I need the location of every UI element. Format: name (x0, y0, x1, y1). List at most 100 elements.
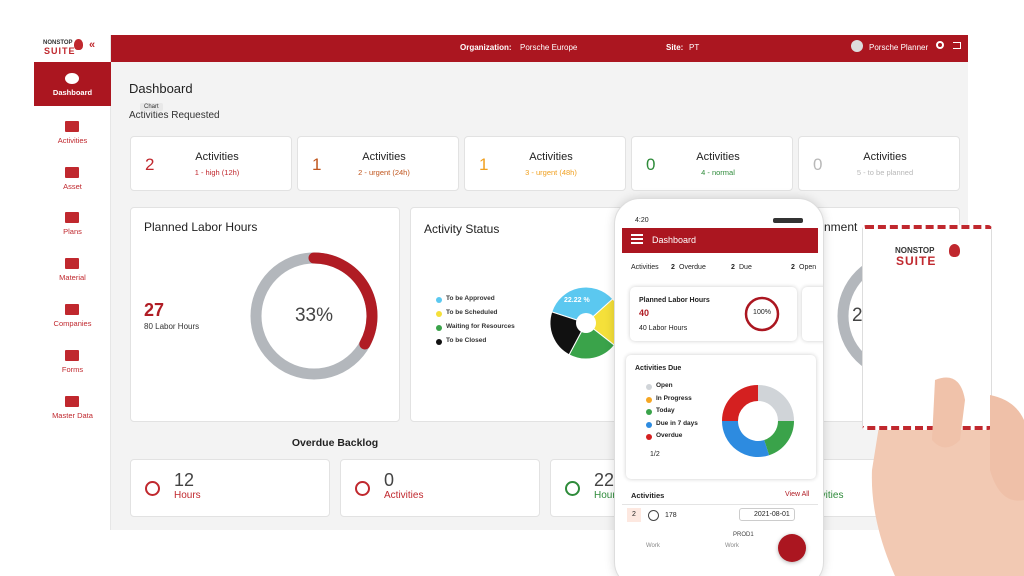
row-count: 2 (627, 508, 641, 522)
tab-label[interactable]: Open (799, 264, 817, 271)
backlog-label: Hours (594, 490, 621, 501)
legend-swatch (646, 421, 652, 428)
activity-subtitle: 1 - high (12h) (194, 168, 240, 177)
card-title: Activity Status (424, 222, 500, 236)
top-bar (111, 35, 968, 62)
tab-count[interactable]: 2 (791, 264, 795, 271)
palm (871, 404, 1024, 576)
donut-segment (722, 385, 759, 422)
sidebar-item[interactable]: Companies (34, 293, 111, 337)
legend-label: To be Scheduled (446, 309, 498, 316)
sidebar-item[interactable]: Dashboard (34, 62, 111, 106)
pie-slice (551, 286, 614, 324)
sidebar-item[interactable]: Activities (34, 110, 111, 154)
logo-top: NONSTOP (43, 40, 73, 46)
user-name[interactable]: Porsche Planner (869, 43, 929, 52)
sidebar-item[interactable]: Master Data (34, 385, 111, 429)
activity-count: 1 (479, 155, 489, 174)
activity-subtitle: 4 - normal (701, 168, 735, 177)
pie (549, 286, 623, 360)
settings-icon[interactable] (936, 41, 944, 49)
fab[interactable] (778, 534, 806, 562)
sidebar-icon (65, 212, 79, 223)
tab-count[interactable]: 2 (731, 264, 735, 271)
legend-label: In Progress (656, 394, 692, 402)
activity-title: Activities (696, 151, 740, 163)
labor-subtitle: 80 Labor Hours (144, 322, 200, 331)
backlog-label: Hours (174, 490, 201, 501)
sidebar-label: Master Data (52, 411, 93, 420)
card-title: Planned Labor Hours (639, 297, 710, 304)
attainment-value: 2 (852, 305, 863, 326)
card-title: Planned Labor Hours (144, 220, 258, 234)
logo-bottom: SUITE (44, 46, 76, 56)
sidebar-label: Companies (53, 319, 92, 328)
gauge (250, 252, 378, 380)
status-icons (773, 218, 803, 223)
card-logo-top: NONSTOP (895, 246, 935, 255)
sidebar-icon (65, 304, 79, 315)
row-type: Work (725, 543, 739, 549)
org-label: Organization: (460, 43, 512, 52)
section-title: Overdue Backlog (291, 437, 379, 449)
sidebar-item[interactable]: Asset (34, 156, 111, 200)
pager[interactable]: 1/2 (650, 451, 660, 458)
activity-count: 0 (813, 155, 823, 174)
tooltip: Chart (140, 103, 163, 111)
activity-count: 2 (145, 155, 155, 174)
labor-card: Planned Labor Hours 40 40 Labor Hours 100% (630, 287, 797, 341)
app-title: Dashboard (652, 235, 697, 245)
activity-card: 1 Activities 3 - urgent (48h) (464, 136, 626, 191)
gauge-label: 100% (753, 309, 771, 316)
sidebar-icon (65, 396, 79, 407)
legend-swatch (646, 384, 652, 390)
row-divider (622, 504, 818, 505)
sidebar-item[interactable]: Plans (34, 201, 111, 245)
due-card: Activities Due Open In Progress Today Due in… (626, 355, 816, 479)
tabs-label: Activities (631, 264, 659, 271)
section-title: Activities (631, 491, 665, 500)
activity-status-card: Activity Status To be Approved To be Sched… (410, 207, 650, 422)
activity-card: 2 Activities 1 - high (12h) (130, 136, 292, 191)
backlog-label: Activities (384, 490, 424, 501)
collapse-icon[interactable]: « (89, 39, 96, 51)
fingers (990, 395, 1024, 501)
tab-count[interactable]: 2 (671, 264, 675, 271)
site-label: Site: (666, 43, 684, 52)
backlog-card: 0 Activities (340, 459, 540, 517)
activity-subtitle: 3 - urgent (48h) (525, 168, 577, 177)
row-location: PROD1 (733, 532, 754, 538)
tab-label[interactable]: Due (739, 264, 752, 271)
donut-segment (757, 385, 794, 422)
legend-label: Waiting for Resources (446, 323, 515, 330)
sidebar-item[interactable]: Material (34, 247, 111, 291)
legend-label: To be Closed (446, 337, 487, 344)
tab-label[interactable]: Overdue (679, 264, 706, 271)
sidebar-icon (65, 73, 79, 84)
donut-segment (763, 420, 794, 456)
sidebar-icon (65, 350, 79, 361)
menu-icon[interactable] (631, 234, 643, 244)
sidebar-label: Asset (63, 182, 82, 191)
thumb (932, 377, 965, 448)
card-title: Activities Due (635, 365, 682, 372)
sidebar-item[interactable]: Forms (34, 339, 111, 383)
user-avatar (851, 40, 863, 52)
legend-swatch (646, 434, 652, 441)
view-all[interactable]: View All (785, 491, 810, 498)
slice-label: 22.22 % (564, 297, 590, 304)
legend-swatch (646, 396, 652, 403)
sidebar-icon (65, 167, 79, 178)
legend-swatch (436, 339, 442, 345)
activity-card: 0 Activities 4 - normal (631, 136, 793, 191)
legend-label: Due in 7 days (656, 419, 698, 427)
logout-icon[interactable] (953, 42, 961, 49)
section-title: Activities Requested (129, 110, 220, 121)
legend-swatch (436, 297, 442, 303)
activity-count: 0 (646, 155, 656, 174)
status-time: 4:20 (635, 217, 649, 224)
sidebar-label: Dashboard (52, 88, 93, 97)
legend-label: Today (656, 407, 675, 415)
